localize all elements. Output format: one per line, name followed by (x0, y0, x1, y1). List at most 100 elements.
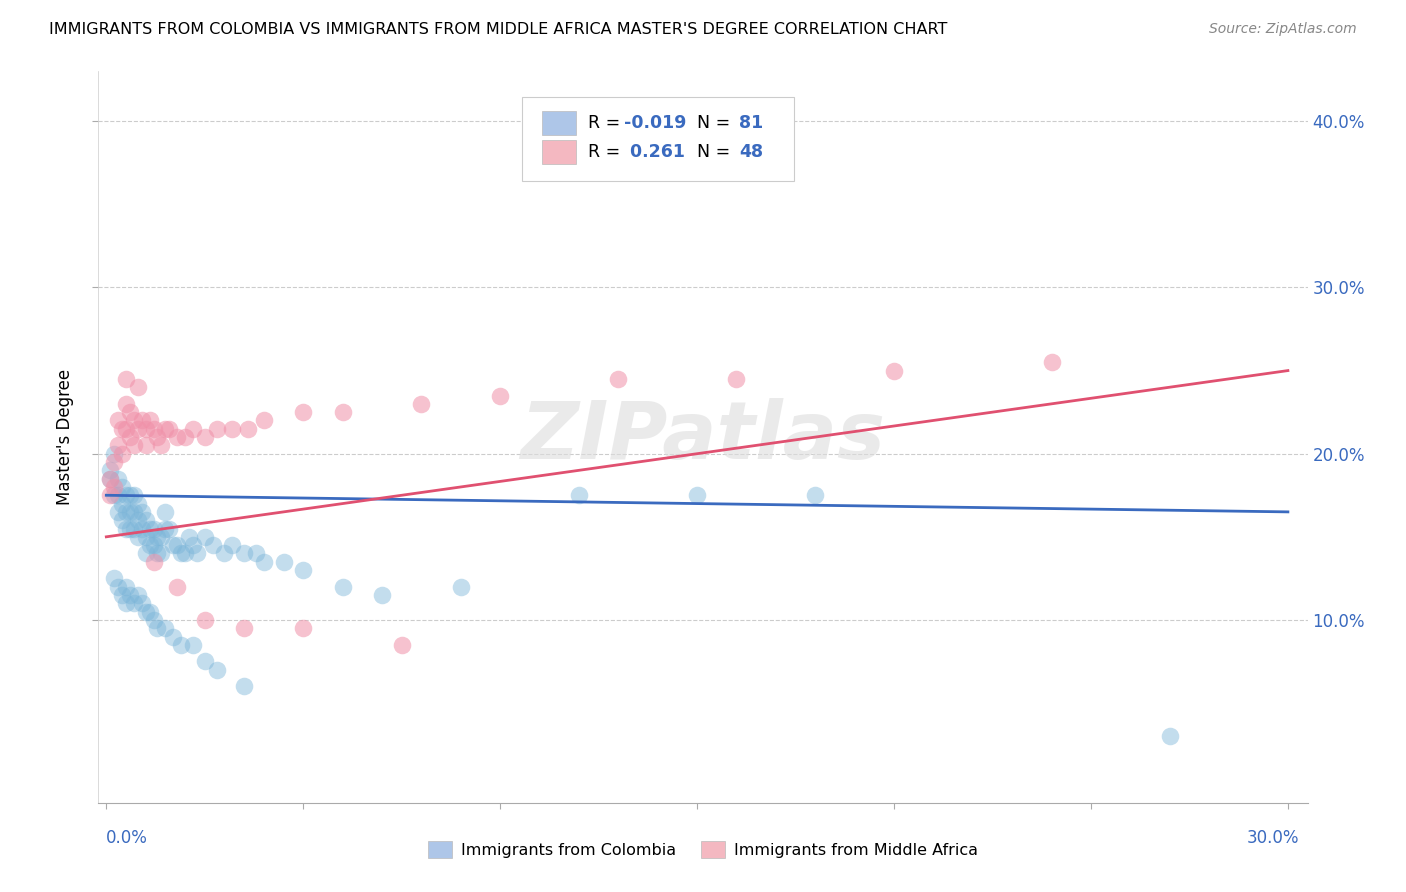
Point (107, 488, 129, 502)
Point (155, 621, 177, 635)
Point (1159, 729, 1181, 743)
Point (142, 538, 165, 552)
Point (214, 546, 236, 560)
Point (157, 521, 180, 535)
Point (162, 538, 184, 552)
Point (181, 422, 204, 436)
Point (103, 488, 125, 502)
Point (115, 596, 138, 610)
Point (131, 521, 153, 535)
Point (186, 546, 208, 560)
Point (142, 613, 165, 627)
Text: 0.261: 0.261 (624, 144, 685, 161)
Text: 48: 48 (740, 144, 763, 161)
Point (194, 430, 217, 444)
Point (138, 521, 160, 535)
Text: R =: R = (588, 144, 626, 161)
Point (103, 480, 125, 494)
Point (122, 413, 145, 427)
Point (292, 405, 315, 419)
Point (107, 413, 129, 427)
Point (142, 422, 165, 436)
Point (391, 638, 413, 652)
Point (122, 438, 145, 452)
Point (142, 555, 165, 569)
Point (115, 505, 138, 519)
Point (332, 580, 354, 594)
Point (332, 405, 354, 419)
Point (111, 480, 134, 494)
Point (115, 372, 138, 386)
Point (98, 472, 121, 486)
Point (568, 488, 591, 502)
Point (127, 530, 149, 544)
Point (146, 430, 169, 444)
Point (233, 621, 256, 635)
Point (205, 663, 228, 677)
Point (194, 655, 217, 669)
Point (111, 513, 134, 527)
Point (138, 538, 160, 552)
Point (233, 680, 256, 694)
Point (115, 488, 138, 502)
Point (170, 546, 193, 560)
Point (233, 546, 256, 560)
Point (118, 588, 141, 602)
Point (201, 538, 224, 552)
Point (725, 372, 748, 386)
Point (98, 472, 121, 486)
Y-axis label: Master's Degree: Master's Degree (56, 369, 75, 505)
Point (174, 546, 197, 560)
Point (253, 413, 276, 427)
Point (450, 580, 472, 594)
Point (122, 505, 145, 519)
Text: N =: N = (697, 114, 735, 132)
Point (170, 638, 193, 652)
Text: ZIPatlas: ZIPatlas (520, 398, 886, 476)
Point (103, 447, 125, 461)
Point (135, 530, 157, 544)
Point (135, 546, 157, 560)
Point (135, 438, 157, 452)
Point (122, 488, 145, 502)
Point (371, 588, 394, 602)
Point (118, 488, 141, 502)
Text: 30.0%: 30.0% (1247, 829, 1299, 847)
FancyBboxPatch shape (543, 111, 576, 135)
Point (115, 521, 138, 535)
Point (155, 422, 177, 436)
Point (127, 422, 149, 436)
Text: R =: R = (588, 114, 626, 132)
Point (135, 422, 157, 436)
Point (115, 580, 138, 594)
Point (146, 621, 169, 635)
Point (146, 546, 169, 560)
Point (107, 580, 129, 594)
Text: IMMIGRANTS FROM COLOMBIA VS IMMIGRANTS FROM MIDDLE AFRICA MASTER'S DEGREE CORREL: IMMIGRANTS FROM COLOMBIA VS IMMIGRANTS F… (49, 22, 948, 37)
Point (98, 463, 121, 477)
Point (122, 521, 145, 535)
Point (127, 513, 149, 527)
Point (107, 472, 129, 486)
Text: 0.0%: 0.0% (105, 829, 148, 847)
Point (103, 455, 125, 469)
Point (166, 538, 188, 552)
FancyBboxPatch shape (543, 140, 576, 164)
FancyBboxPatch shape (522, 97, 793, 181)
Point (489, 388, 512, 402)
Point (142, 521, 165, 535)
Point (98, 488, 121, 502)
Point (131, 413, 153, 427)
Point (107, 505, 129, 519)
Point (107, 438, 129, 452)
Point (883, 363, 905, 377)
Text: 81: 81 (740, 114, 763, 132)
Point (111, 447, 134, 461)
Point (157, 422, 180, 436)
Point (236, 422, 259, 436)
Point (131, 596, 153, 610)
Point (166, 430, 188, 444)
Point (181, 538, 204, 552)
Point (166, 580, 188, 594)
Point (150, 438, 173, 452)
